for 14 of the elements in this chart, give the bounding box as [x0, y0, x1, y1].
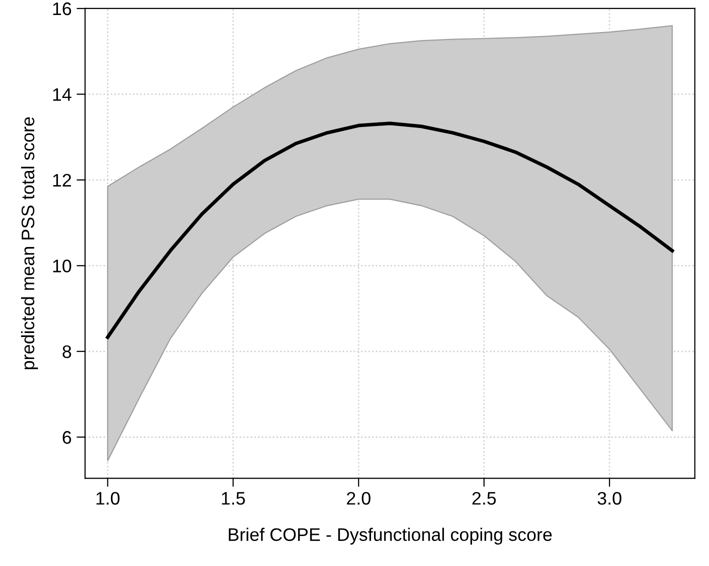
y-tick-label: 16 — [53, 2, 72, 16]
x-tick-label: 1.0 — [96, 492, 120, 505]
y-tick-label: 10 — [53, 260, 72, 272]
y-tick-label: 8 — [62, 345, 72, 358]
x-axis-title: Brief COPE - Dysfunctional coping score — [228, 528, 552, 545]
x-tick-label: 3.0 — [598, 492, 622, 505]
x-tick-label: 1.5 — [222, 492, 245, 505]
y-tick-label: 14 — [53, 88, 72, 101]
x-tick-label: 2.5 — [472, 492, 496, 505]
x-tick-label: 2.0 — [346, 492, 370, 505]
line-series — [106, 122, 674, 339]
y-tick-label: 6 — [62, 431, 72, 444]
y-tick-label: 12 — [53, 174, 71, 186]
y-axis-title: predicted mean PSS total score — [21, 117, 38, 370]
